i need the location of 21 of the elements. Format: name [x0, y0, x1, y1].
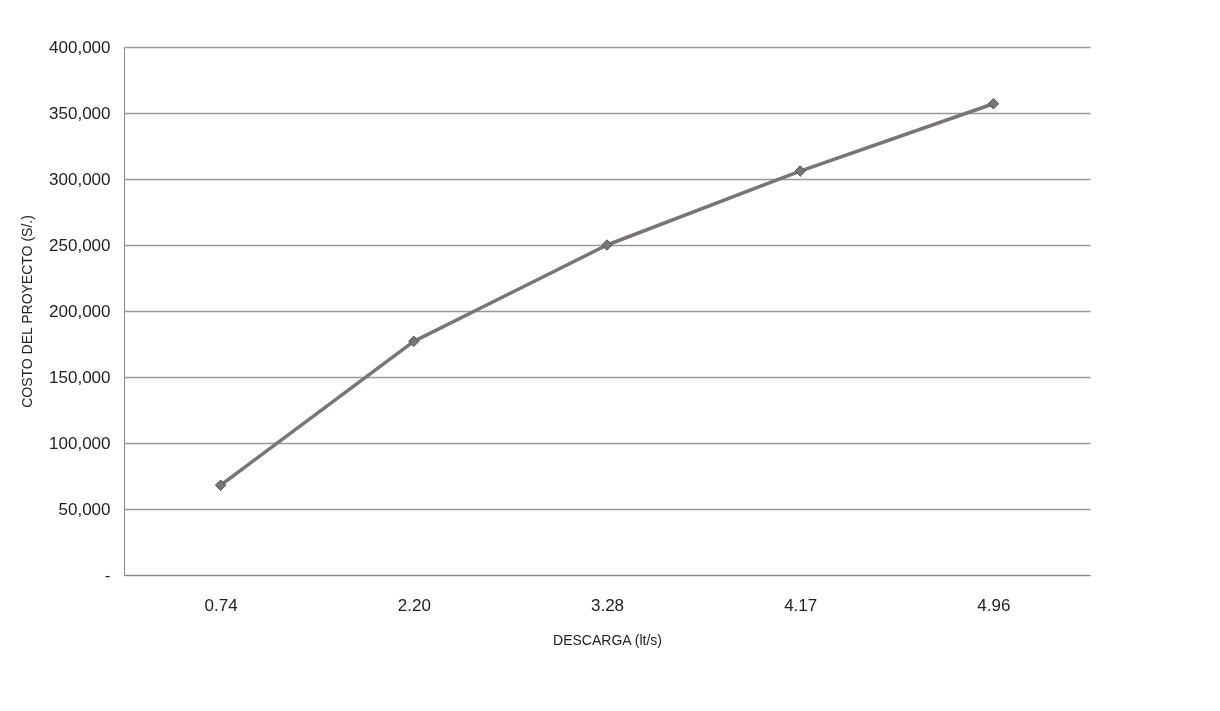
y-axis-title: COSTO DEL PROYECTO (S/.) — [19, 215, 36, 408]
x-axis-title: DESCARGA (lt/s) — [553, 631, 662, 648]
y-tick-label: 400,000 — [49, 37, 111, 57]
y-tick-label: 50,000 — [58, 499, 111, 519]
point — [408, 335, 420, 348]
point — [214, 479, 227, 491]
y-tick-label: - — [104, 565, 111, 585]
x-tick-label: 0.74 — [204, 595, 238, 615]
x-tick-label: 4.17 — [784, 595, 818, 615]
point — [601, 239, 613, 251]
point — [987, 98, 1000, 110]
y-tick-label: 250,000 — [49, 235, 111, 255]
x-tick-label: 4.96 — [977, 595, 1011, 615]
x-tick-label: 3.28 — [590, 595, 625, 615]
x-tick-label: 2.20 — [397, 595, 431, 615]
y-tick-label: 150,000 — [49, 367, 111, 387]
y-tick-label: 100,000 — [49, 433, 111, 453]
y-tick-label: 200,000 — [49, 301, 111, 321]
y-tick-label: 350,000 — [49, 103, 111, 123]
point — [794, 165, 806, 177]
y-tick-label: 300,000 — [49, 169, 111, 189]
